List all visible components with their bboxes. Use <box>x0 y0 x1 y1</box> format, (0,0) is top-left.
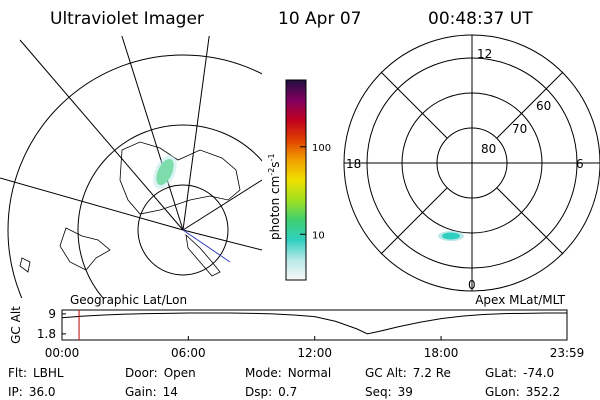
x-tick-label: 18:00 <box>424 346 459 360</box>
lat-label: 60 <box>536 99 551 113</box>
mlt-label: 0 <box>468 278 476 292</box>
info-field: Door: Open <box>125 366 196 380</box>
info-value: LBHL <box>33 366 64 380</box>
x-tick-label: 23:59 <box>550 346 585 360</box>
info-label: Dsp: <box>245 385 272 399</box>
info-label: Seq: <box>365 385 392 399</box>
time: 00:48:37 UT <box>428 9 533 29</box>
info-field: Gain: 14 <box>125 385 178 399</box>
info-field: GC Alt: 7.2 Re <box>365 366 451 380</box>
info-label: GLon: <box>485 385 520 399</box>
info-field: GLat: -74.0 <box>485 366 554 380</box>
map-label: Apex MLat/MLT <box>475 293 565 307</box>
colorbar <box>285 79 307 281</box>
unit-exp: -2 <box>267 168 276 176</box>
colorbar-tick-label: 10 <box>312 230 325 241</box>
info-value: 39 <box>398 385 413 399</box>
x-tick-label: 00:00 <box>45 346 80 360</box>
unit: photon cm <box>268 176 282 240</box>
info-field: Dsp: 0.7 <box>245 385 297 399</box>
info-value: 0.7 <box>278 385 297 399</box>
date: 10 Apr 07 <box>278 9 361 29</box>
y-tick-label: 1.8 <box>37 327 56 341</box>
y-tick-label: 9 <box>48 307 56 321</box>
info-value: 352.2 <box>526 385 560 399</box>
info-label: Door: <box>125 366 158 380</box>
info-field: GLon: 352.2 <box>485 385 560 399</box>
unit: s <box>268 161 282 167</box>
map-label: Geographic Lat/Lon <box>70 293 187 307</box>
title: Ultraviolet Imager <box>50 9 204 29</box>
mlt-label: 6 <box>576 157 584 171</box>
info-field: Seq: 39 <box>365 385 413 399</box>
colorbar-label: photon cm-2s-1 <box>267 153 282 240</box>
y-axis-label: GC Alt <box>9 306 23 344</box>
lat-label: 70 <box>512 122 527 136</box>
info-label: GC Alt: <box>365 366 407 380</box>
geographic-map <box>0 36 262 298</box>
info-label: Flt: <box>8 366 27 380</box>
info-label: Mode: <box>245 366 282 380</box>
info-field: Mode: Normal <box>245 366 331 380</box>
series-line <box>61 312 567 335</box>
colorbar-tick-label: 100 <box>312 143 331 154</box>
info-label: Gain: <box>125 385 157 399</box>
lat-label: 80 <box>481 142 496 156</box>
mlt-label: 12 <box>477 47 492 61</box>
mlt-label: 18 <box>346 157 361 171</box>
info-label: IP: <box>8 385 23 399</box>
info-field: IP: 36.0 <box>8 385 56 399</box>
x-tick-label: 12:00 <box>297 346 332 360</box>
info-value: 36.0 <box>29 385 56 399</box>
info-value: 14 <box>163 385 178 399</box>
info-value: 7.2 Re <box>413 366 451 380</box>
info-value: -74.0 <box>523 366 554 380</box>
x-tick-label: 06:00 <box>171 346 206 360</box>
info-value: Open <box>164 366 196 380</box>
unit-exp: -1 <box>267 153 276 161</box>
info-field: Flt: LBHL <box>8 366 64 380</box>
polar-map <box>343 34 600 292</box>
info-label: GLat: <box>485 366 517 380</box>
info-value: Normal <box>288 366 331 380</box>
